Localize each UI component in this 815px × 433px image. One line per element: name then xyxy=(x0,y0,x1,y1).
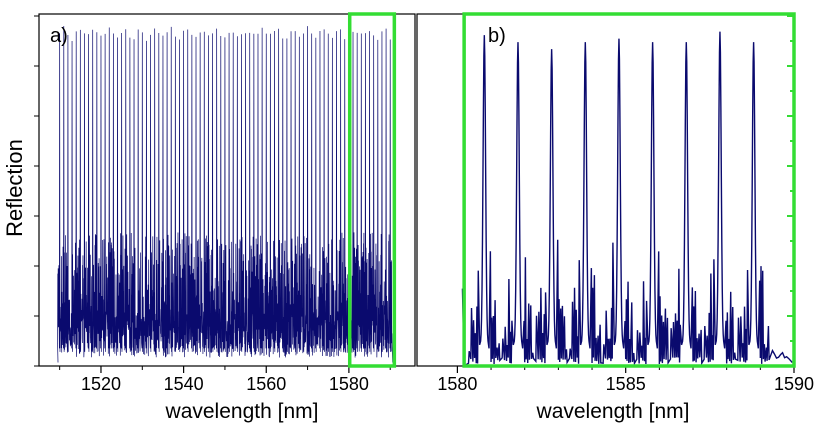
panel-b-x-axis-title: wavelength [nm] xyxy=(536,400,690,423)
panel-b-x-tick-label: 1580 xyxy=(437,374,477,394)
panel-a-x-axis-title: wavelength [nm] xyxy=(165,400,319,423)
panel-b-x-tick-label: 1590 xyxy=(774,374,814,394)
y-axis-title: Reflection xyxy=(2,139,27,237)
panel-a-label: a) xyxy=(50,25,68,47)
panel-a-highlight-box xyxy=(347,12,397,368)
panel-a-x-tick-label: 1560 xyxy=(246,374,286,394)
panel-a-spectrum-line xyxy=(57,25,394,363)
panel-a-frame xyxy=(38,13,416,367)
panel-b-x-tick-label: 1585 xyxy=(606,374,646,394)
panel-b-spectrum-line xyxy=(461,31,793,368)
panel-a-x-tick-label: 1520 xyxy=(81,374,121,394)
panel-b-highlight-box xyxy=(462,12,796,368)
panel-b: 1580 1585 1590 b) wavelength [nm] xyxy=(416,13,814,423)
panel-a-x-tick-label: 1540 xyxy=(164,374,204,394)
panel-b-label: b) xyxy=(488,25,506,47)
panel-a-x-tick-label: 1580 xyxy=(329,374,369,394)
panel-a: 1520 1540 1560 1580 a) wavelength [nm] xyxy=(34,13,416,423)
